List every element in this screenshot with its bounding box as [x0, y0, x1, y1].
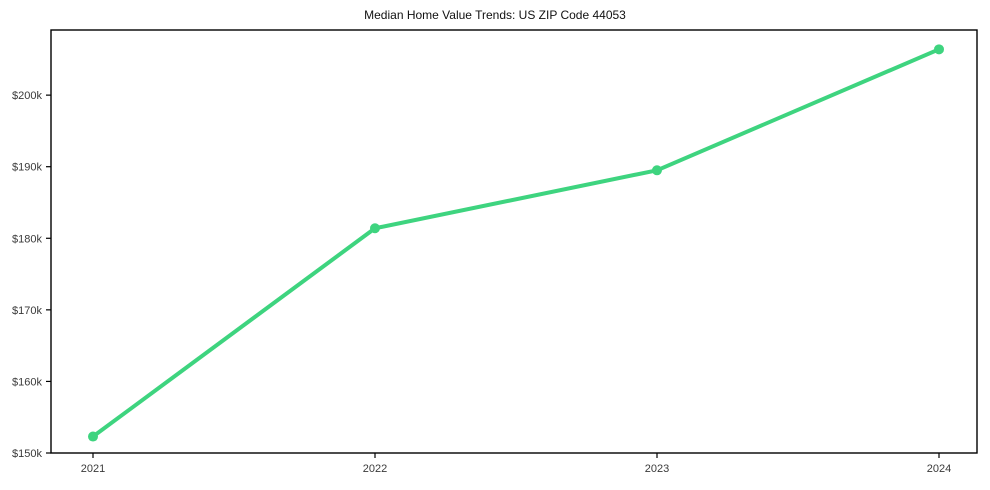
y-tick-label: $170k [12, 305, 42, 317]
trend-line [91, 47, 941, 439]
y-tick-label: $180k [12, 233, 42, 245]
plot-border [50, 29, 978, 454]
x-tick-label: 2021 [81, 463, 105, 475]
y-tick-label: $190k [12, 162, 42, 174]
x-tick-label: 2023 [645, 463, 669, 475]
data-point-marker [934, 44, 944, 55]
data-point-marker [652, 165, 662, 176]
data-point-marker [370, 223, 380, 234]
data-point-marker [88, 431, 98, 442]
chart-title: Median Home Value Trends: US ZIP Code 44… [364, 8, 626, 22]
y-tick-label: $200k [12, 90, 42, 102]
x-tick-label: 2024 [927, 463, 951, 475]
x-tick-label: 2022 [363, 463, 387, 475]
y-tick-label: $160k [12, 376, 42, 388]
y-tick-label: $150k [12, 448, 42, 460]
